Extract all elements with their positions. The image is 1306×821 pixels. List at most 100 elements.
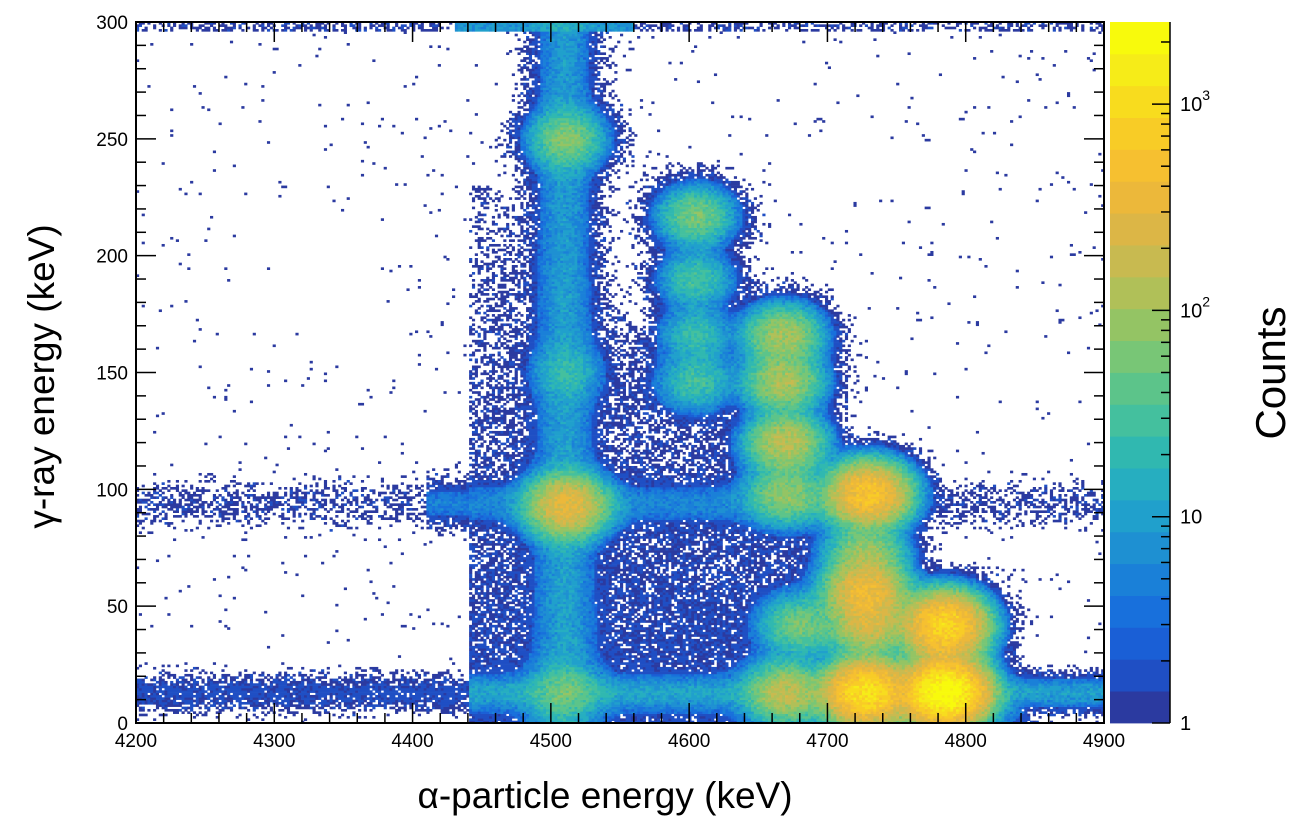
heatmap-cell [549,667,552,670]
heatmap-cell [708,655,711,658]
heatmap-cell [623,686,626,689]
heatmap-cell [469,704,472,707]
heatmap-cell [276,697,282,700]
heatmap-cell [768,667,771,670]
heatmap-cell [213,697,219,700]
heatmap-cell [609,679,612,682]
heatmap-cell [905,693,908,696]
heatmap-cell [145,662,148,665]
heatmap-cell [469,702,472,705]
heatmap-cell [979,711,982,714]
heatmap-cell [984,686,987,689]
heatmap-cell [862,667,865,670]
heatmap-cell [1070,690,1073,693]
heatmap-cell [737,658,743,661]
heatmap-cell [236,716,239,719]
heatmap-cell [643,674,646,677]
heatmap-cell [979,660,982,663]
heatmap-cell [737,697,740,700]
heatmap-cell [515,648,518,651]
heatmap-cell [956,653,962,656]
heatmap-cell [648,718,651,721]
heatmap-cell [916,669,919,672]
heatmap-cell [1095,702,1101,705]
heatmap-cell [996,676,999,679]
heatmap-cell [859,653,862,656]
heatmap-cell [987,651,990,654]
heatmap-cell [865,681,871,684]
heatmap-cell [552,714,558,717]
heatmap-cell [1095,711,1098,714]
heatmap-cell [745,700,748,703]
heatmap-cell [313,711,322,714]
heatmap-cell [845,690,860,693]
heatmap-cell [566,679,569,682]
heatmap-cell [902,679,905,682]
heatmap-cell [594,662,597,665]
heatmap-cell [700,681,703,684]
heatmap-cell [771,674,774,677]
heatmap-cell [734,648,746,651]
heatmap-cell [967,683,970,686]
heatmap-cell [304,718,307,721]
heatmap-cell [873,711,876,714]
heatmap-cell [629,711,632,714]
heatmap-cell [614,676,620,679]
heatmap-cell [1007,709,1013,712]
heatmap-cell [1056,697,1059,700]
heatmap-cell [532,683,535,686]
heatmap-cell [811,707,814,710]
heatmap-cell [620,651,623,654]
heatmap-cell [261,674,264,677]
heatmap-cell [310,686,313,689]
heatmap-cell [865,651,871,654]
heatmap-cell [717,651,720,654]
heatmap-cell [828,679,831,682]
heatmap-cell [950,655,953,658]
heatmap-cell [643,669,655,672]
heatmap-cell [190,676,193,679]
heatmap-cell [905,683,908,686]
heatmap-cell [819,648,828,651]
heatmap-cell [760,697,763,700]
heatmap-cell [862,653,865,656]
heatmap-cell [905,711,908,714]
heatmap-cell [495,679,498,682]
heatmap-cell [751,669,754,672]
heatmap-cell [469,688,478,691]
heatmap-cell [432,676,441,679]
heatmap-cell [725,690,728,693]
heatmap-cell [916,718,925,721]
heatmap-cell [945,651,948,654]
heatmap-cell [976,658,979,661]
heatmap-cell [563,676,566,679]
heatmap-cell [492,655,495,658]
heatmap-cell [859,662,862,665]
heatmap-cell [802,672,805,675]
heatmap-cell [270,683,273,686]
heatmap-cell [942,702,945,705]
heatmap-cell [1070,704,1073,707]
heatmap-cell [876,665,879,668]
heatmap-cell [170,700,173,703]
heatmap-cell [190,679,193,682]
heatmap-cell [184,686,187,689]
heatmap-cell [532,695,535,698]
heatmap-cell [660,679,663,682]
heatmap-cell [794,700,797,703]
heatmap-cell [640,681,646,684]
heatmap-cell [532,714,538,717]
heatmap-cell [540,711,546,714]
heatmap-cell [831,676,834,679]
heatmap-cell [947,711,956,714]
heatmap-cell [731,695,734,698]
heatmap-cell [922,658,925,661]
heatmap-cell [808,662,811,665]
heatmap-cell [666,697,669,700]
heatmap-cell [999,697,1005,700]
heatmap-cell [643,711,649,714]
heatmap-cell [933,695,942,698]
heatmap-cell [236,676,239,679]
heatmap-cell [498,714,501,717]
heatmap-cell [930,669,936,672]
